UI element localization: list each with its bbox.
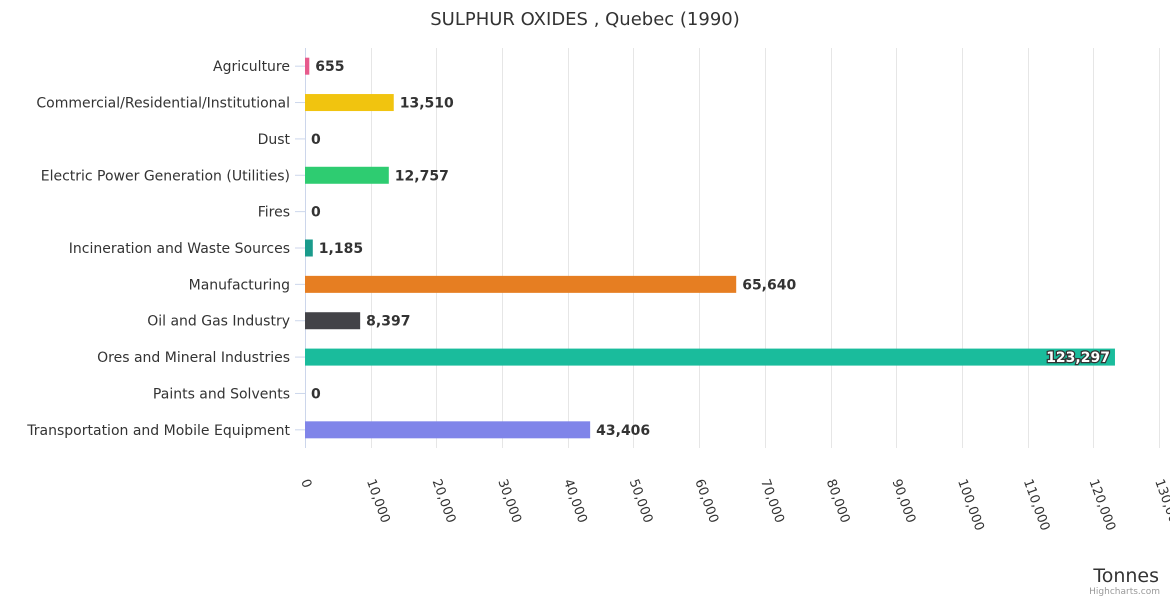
tick-label-4: 40,000 bbox=[560, 477, 590, 525]
credits-link[interactable]: Highcharts.com bbox=[1089, 587, 1160, 597]
category-label-9: Paints and Solvents bbox=[153, 386, 290, 402]
category-label-3: Electric Power Generation (Utilities) bbox=[41, 168, 290, 184]
tick-label-11: 110,000 bbox=[1020, 477, 1052, 533]
tick-label-8: 80,000 bbox=[823, 477, 853, 525]
data-label-1: 13,510 bbox=[400, 96, 454, 112]
tick-label-5: 50,000 bbox=[626, 477, 656, 525]
data-label-9: 0 bbox=[311, 386, 321, 402]
category-labels: Agriculture Commercial/Residential/Instit… bbox=[26, 59, 290, 439]
data-labels: 655 13,510 0 12,757 0 1,185 65,640 8,397 123,297… bbox=[311, 59, 1111, 439]
tick-label-12: 120,000 bbox=[1086, 477, 1118, 533]
tick-label-10: 100,000 bbox=[954, 477, 986, 533]
category-label-10: Transportation and Mobile Equipment bbox=[26, 423, 290, 439]
category-label-8: Ores and Mineral Industries bbox=[97, 350, 290, 366]
category-label-6: Manufacturing bbox=[189, 277, 290, 293]
tick-label-7: 70,000 bbox=[757, 477, 787, 525]
bar-5[interactable] bbox=[305, 239, 313, 257]
tick-label-6: 60,000 bbox=[691, 477, 721, 525]
category-label-4: Fires bbox=[258, 205, 290, 221]
category-label-0: Agriculture bbox=[213, 59, 290, 75]
tick-label-1: 10,000 bbox=[363, 477, 393, 525]
data-label-7: 8,397 bbox=[366, 314, 410, 330]
bar-3[interactable] bbox=[305, 166, 389, 184]
data-label-2: 0 bbox=[311, 132, 321, 148]
tick-label-0: 0 bbox=[297, 477, 314, 490]
category-label-2: Dust bbox=[258, 132, 291, 148]
data-label-4: 0 bbox=[311, 205, 321, 221]
tick-label-2: 20,000 bbox=[429, 477, 459, 525]
category-label-5: Incineration and Waste Sources bbox=[69, 241, 290, 257]
tick-label-3: 30,000 bbox=[494, 477, 524, 525]
value-axis-title: Tonnes bbox=[1092, 565, 1159, 587]
data-label-10: 43,406 bbox=[596, 423, 650, 439]
bar-10[interactable] bbox=[305, 421, 591, 439]
data-label-3: 12,757 bbox=[395, 168, 449, 184]
tick-label-13: 130,000 bbox=[1151, 477, 1170, 533]
x-axis-ticks: 0 10,000 20,000 30,000 40,000 50,000 60,000 70,… bbox=[297, 477, 1170, 533]
bar-8[interactable] bbox=[305, 348, 1115, 366]
bar-6[interactable] bbox=[305, 275, 737, 293]
data-label-6: 65,640 bbox=[742, 277, 796, 293]
chart-title: SULPHUR OXIDES , Quebec (1990) bbox=[430, 9, 740, 30]
data-label-8: 123,297 bbox=[1046, 350, 1110, 366]
bar-0[interactable] bbox=[305, 57, 310, 75]
bar-7[interactable] bbox=[305, 312, 361, 330]
bars bbox=[305, 57, 1115, 439]
data-label-0: 655 bbox=[315, 59, 344, 75]
category-label-7: Oil and Gas Industry bbox=[147, 314, 290, 330]
bar-1[interactable] bbox=[305, 94, 394, 112]
data-label-5: 1,185 bbox=[319, 241, 363, 257]
tick-label-9: 90,000 bbox=[888, 477, 918, 525]
grid-lines bbox=[295, 48, 1160, 448]
category-label-1: Commercial/Residential/Institutional bbox=[36, 96, 290, 112]
